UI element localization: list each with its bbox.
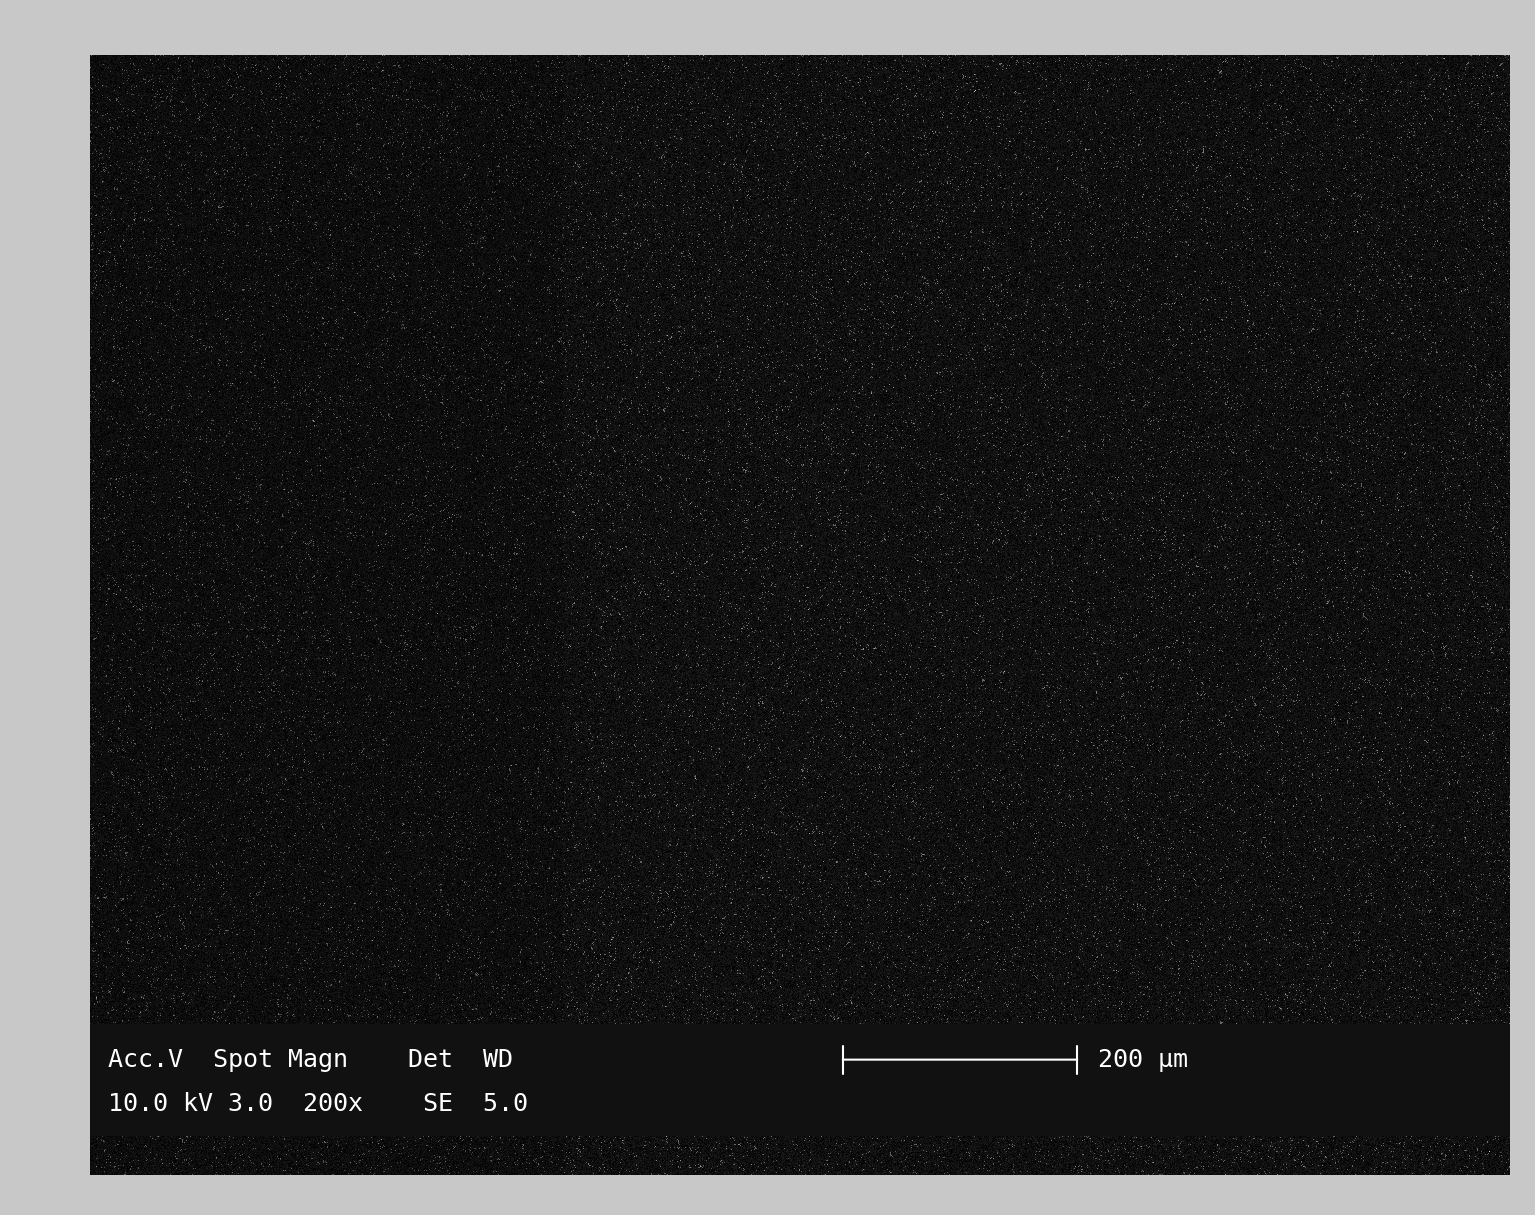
Text: Acc.V  Spot Magn    Det  WD: Acc.V Spot Magn Det WD bbox=[107, 1047, 513, 1072]
Text: 200 μm: 200 μm bbox=[1098, 1047, 1188, 1072]
Text: 10.0 kV 3.0  200x    SE  5.0: 10.0 kV 3.0 200x SE 5.0 bbox=[107, 1092, 528, 1117]
Bar bbox=[91, 1024, 1510, 1136]
